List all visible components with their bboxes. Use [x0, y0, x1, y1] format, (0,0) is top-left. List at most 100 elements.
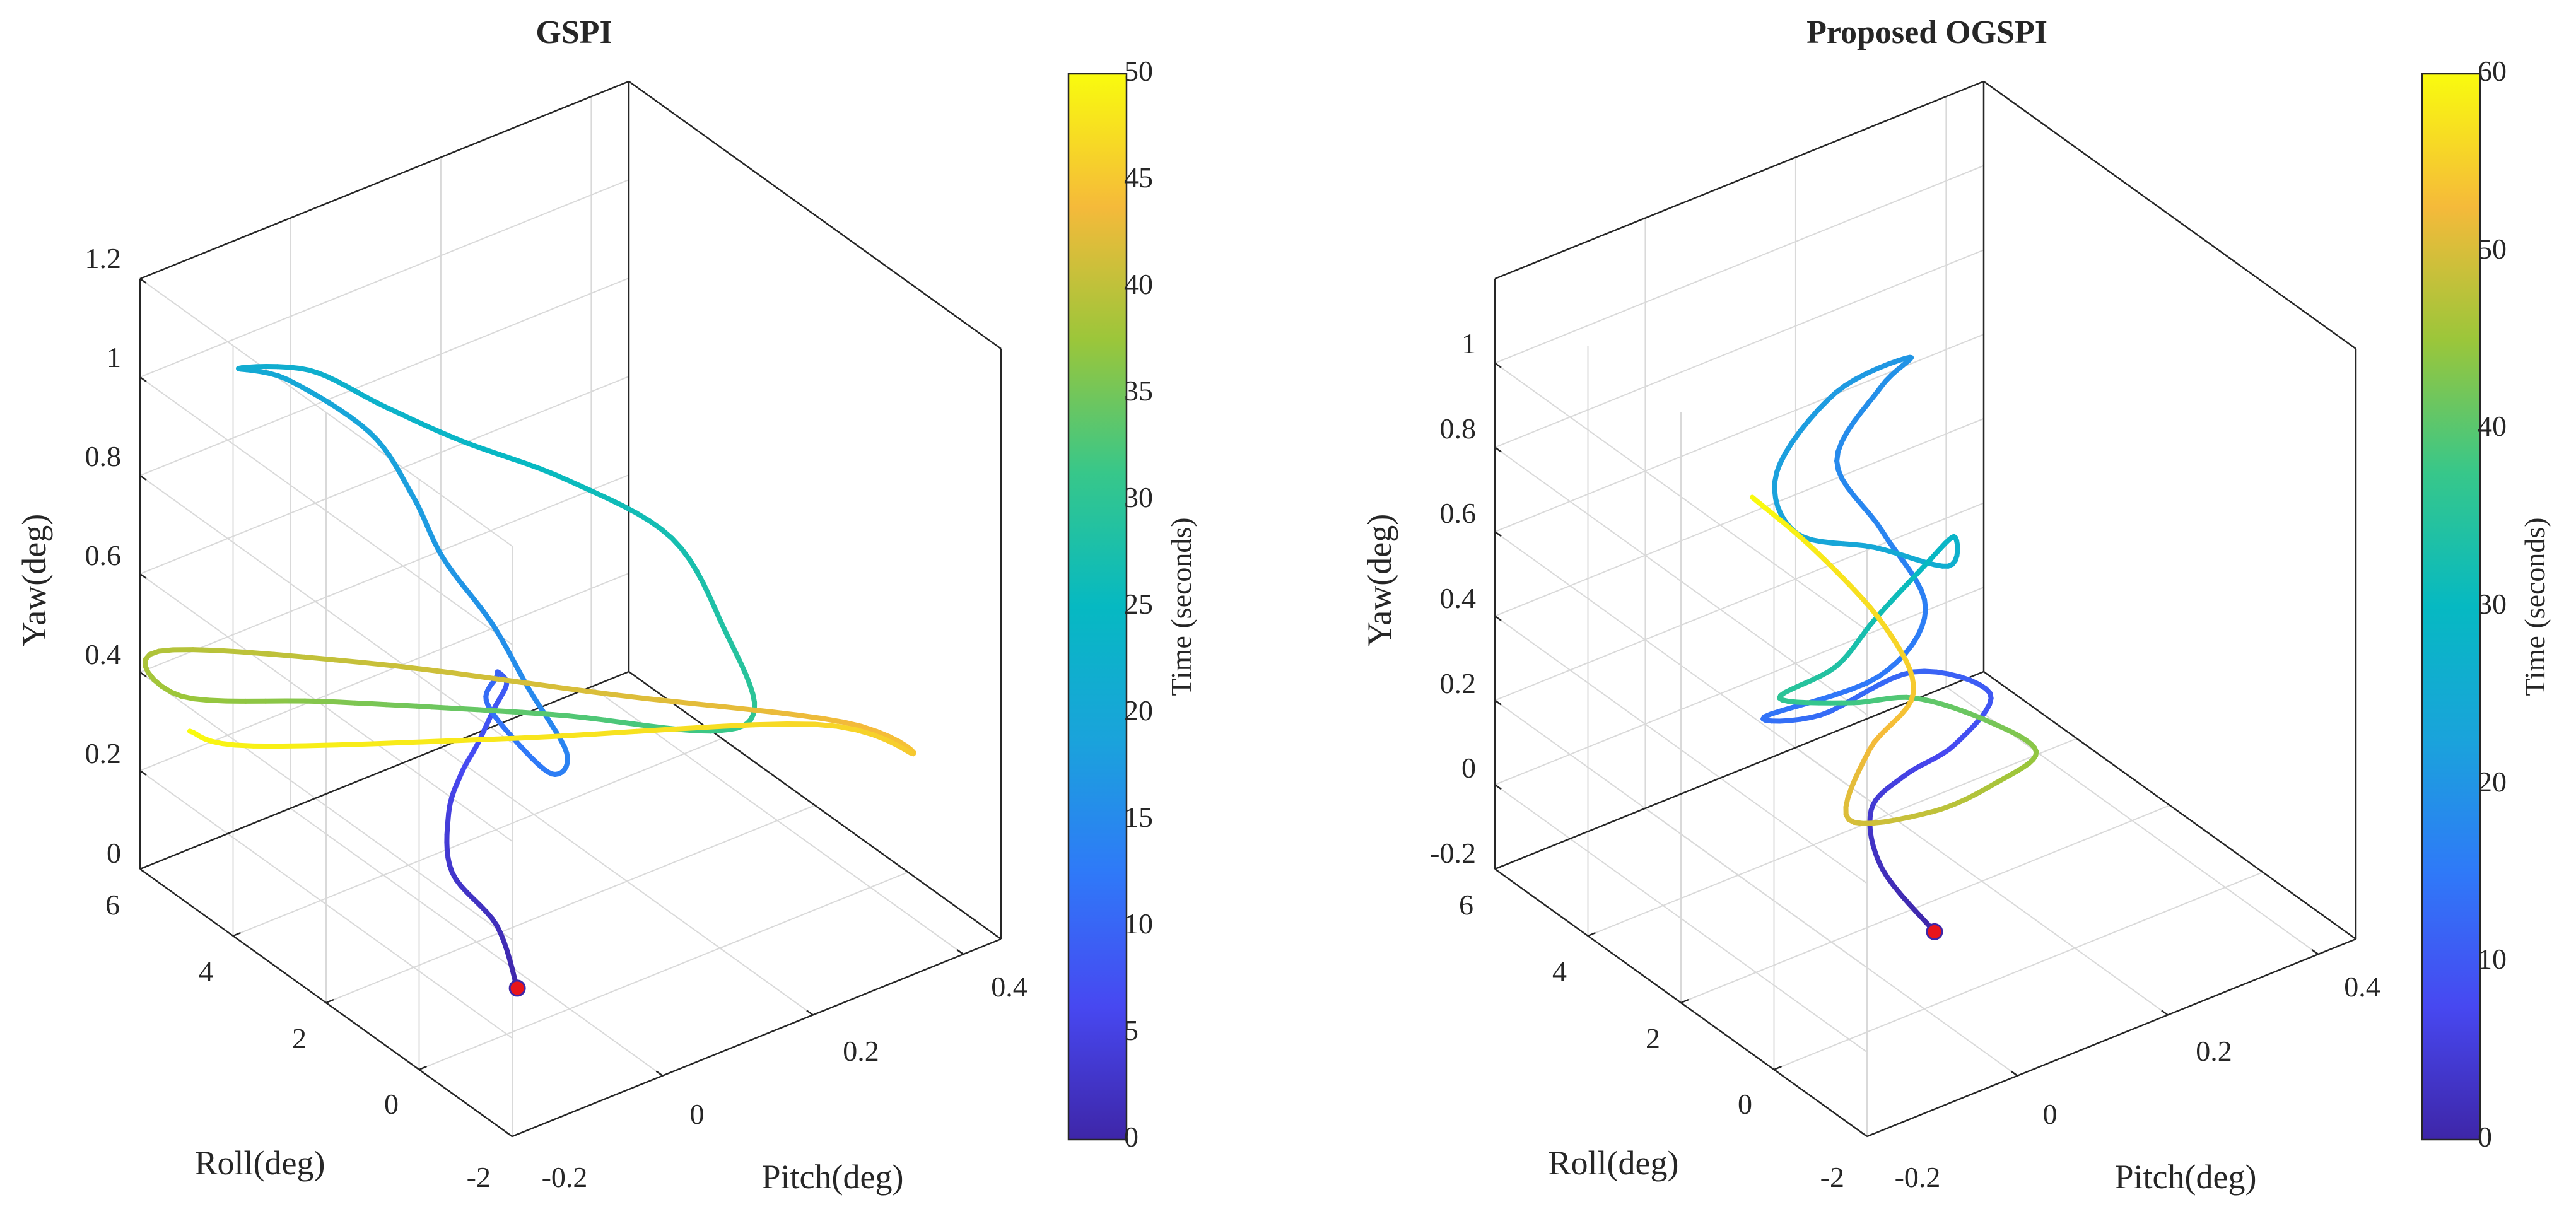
ogspi-panel: Proposed OGSPI -0.2 0 0.2 0.4 0.6 0.8 1 … [1361, 15, 2551, 1196]
gspi-trajectory-segment [677, 727, 717, 729]
ogspi-z-tick: 1 [1461, 327, 1476, 359]
ogspi-colorbar-tick: 40 [2478, 410, 2507, 442]
ogspi-roll-tick: -2 [1820, 1161, 1844, 1193]
gspi-roll-tick: 4 [199, 955, 213, 988]
gspi-colorbar-tick: 40 [1124, 268, 1153, 300]
gspi-z-tickmark [140, 279, 146, 283]
gspi-xgrid [591, 96, 963, 954]
gspi-ygrid [233, 346, 722, 936]
ogspi-z-tickmark [1495, 447, 1501, 452]
ogspi-zgrid [1495, 166, 1984, 631]
gspi-colorbar-label: Time (seconds) [1165, 517, 1197, 696]
ogspi-z-tickmark [1495, 616, 1501, 621]
ogspi-trajectory-segment [1834, 689, 1851, 696]
ogspi-roll-label: Roll(deg) [1549, 1144, 1679, 1182]
gspi-pitch-tick: 0.2 [843, 1035, 879, 1067]
ogspi-z-tickmark [1495, 363, 1501, 368]
gspi-xgrid [290, 218, 662, 1076]
gspi-colorbar: 0 5 10 15 20 25 30 35 40 45 50 Time (sec… [1068, 55, 1197, 1153]
gspi-trajectory-segment [447, 740, 484, 741]
gspi-colorbar-tick: 0 [1124, 1121, 1139, 1153]
gspi-trajectory-segment [556, 734, 596, 737]
ogspi-start-marker [1927, 924, 1942, 939]
gspi-trajectory-segment [814, 725, 837, 727]
gspi-colorbar-tick: 15 [1124, 801, 1153, 833]
gspi-roll-tick: 6 [105, 889, 120, 921]
ogspi-z-tick: -0.2 [1430, 837, 1476, 869]
gspi-trajectory-segment [457, 674, 490, 678]
ogspi-z-ticks: -0.2 0 0.2 0.4 0.6 0.8 1 [1430, 327, 1476, 869]
ogspi-pitch-tick: 0.2 [2196, 1035, 2232, 1067]
gspi-title: GSPI [536, 15, 612, 50]
gspi-box-edge [629, 81, 1001, 349]
gspi-box-edge [512, 939, 1001, 1136]
gspi-trajectory-segment [717, 725, 754, 727]
ogspi-y-tickmark [1588, 933, 1596, 936]
ogspi-colorbar: 0 10 20 30 40 50 60 Time (seconds) [2422, 55, 2551, 1153]
gspi-z-tick: 1.2 [85, 242, 122, 274]
gspi-roll-tick: 0 [384, 1088, 399, 1120]
gspi-pitch-label: Pitch(deg) [762, 1158, 904, 1196]
gspi-y-tickmark [233, 933, 241, 936]
ogspi-box-edge [1867, 939, 2356, 1136]
gspi-z-ticks: 0 0.2 0.4 0.6 0.8 1 1.2 [85, 242, 122, 869]
gspi-trajectory-segment [217, 650, 244, 652]
gspi-trajectory-segment [587, 691, 618, 695]
gspi-colorbar-tick: 10 [1124, 908, 1153, 940]
gspi-trajectory-segment [337, 744, 372, 745]
gspi-trajectory-segment [742, 709, 771, 712]
ogspi-trajectory-segment [1815, 696, 1834, 701]
ogspi-ygrid [1588, 346, 2077, 936]
gspi-trajectory-segment [569, 716, 587, 718]
ogspi-roll-tick: 4 [1552, 955, 1567, 988]
ogspi-z-tick: 0.2 [1440, 667, 1477, 699]
ogspi-axes [1495, 81, 2356, 1136]
ogspi-colorbar-gradient [2422, 74, 2480, 1140]
gspi-pitch-tick: -0.2 [542, 1161, 588, 1193]
gspi-colorbar-tick: 20 [1124, 694, 1153, 727]
gspi-colorbar-tick: 25 [1124, 588, 1153, 620]
ogspi-title: Proposed OGSPI [1806, 15, 2047, 50]
gspi-trajectory-segment [305, 657, 336, 660]
gspi-trajectory-segment [365, 663, 394, 666]
ogspi-box-edge [1984, 672, 2356, 939]
gspi-colorbar-tick: 50 [1124, 55, 1153, 87]
gspi-colorbar-tick: 30 [1124, 481, 1153, 513]
gspi-x-tickmark [957, 950, 963, 954]
ogspi-trajectory-segment [1851, 683, 1866, 689]
ogspi-ygrid [1867, 546, 2356, 1136]
gspi-trajectory-segment [244, 652, 274, 655]
ogspi-pitch-tick: 0 [2043, 1098, 2058, 1130]
ogspi-colorbar-ticks: 0 10 20 30 40 50 60 [2478, 55, 2507, 1153]
gspi-ygrid [419, 479, 908, 1070]
ogspi-pitch-label: Pitch(deg) [2115, 1158, 2257, 1196]
gspi-start-marker [510, 981, 525, 996]
gspi-trajectory-segment [484, 738, 520, 739]
gspi-y-tickmark [419, 1066, 427, 1070]
gspi-trajectory-segment [648, 699, 679, 702]
gspi-trajectory-segment [209, 700, 226, 701]
gspi-trajectory-segment [555, 687, 587, 691]
ogspi-pitch-tick: 0.4 [2344, 971, 2380, 1003]
gspi-trajectory-segment [618, 695, 648, 699]
gspi-trajectory-segment [335, 660, 365, 663]
gspi-trajectory-segment [771, 712, 799, 715]
ogspi-box-edge [1495, 81, 1984, 279]
gspi-trajectory-segment [425, 670, 457, 674]
ogspi-y-tickmark [1867, 1133, 1875, 1136]
ogspi-zgrid [1495, 334, 1984, 799]
gspi-trajectory-segment [787, 724, 815, 725]
ogspi-x-tickmark [2312, 950, 2318, 954]
gspi-z-tick: 1 [107, 341, 121, 373]
ogspi-colorbar-tick: 20 [2478, 766, 2507, 798]
gspi-box-edge [140, 81, 629, 279]
gspi-x-tickmark [807, 1010, 813, 1015]
ogspi-z-tick: 0 [1461, 752, 1476, 784]
gspi-trajectory-segment [799, 715, 824, 718]
ogspi-z-tickmark [1495, 532, 1501, 536]
ogspi-yaw-label: Yaw(deg) [1361, 514, 1398, 647]
gspi-colorbar-gradient [1068, 74, 1127, 1140]
gspi-trajectory-segment [679, 702, 711, 705]
gspi-trajectory-segment [625, 723, 645, 725]
